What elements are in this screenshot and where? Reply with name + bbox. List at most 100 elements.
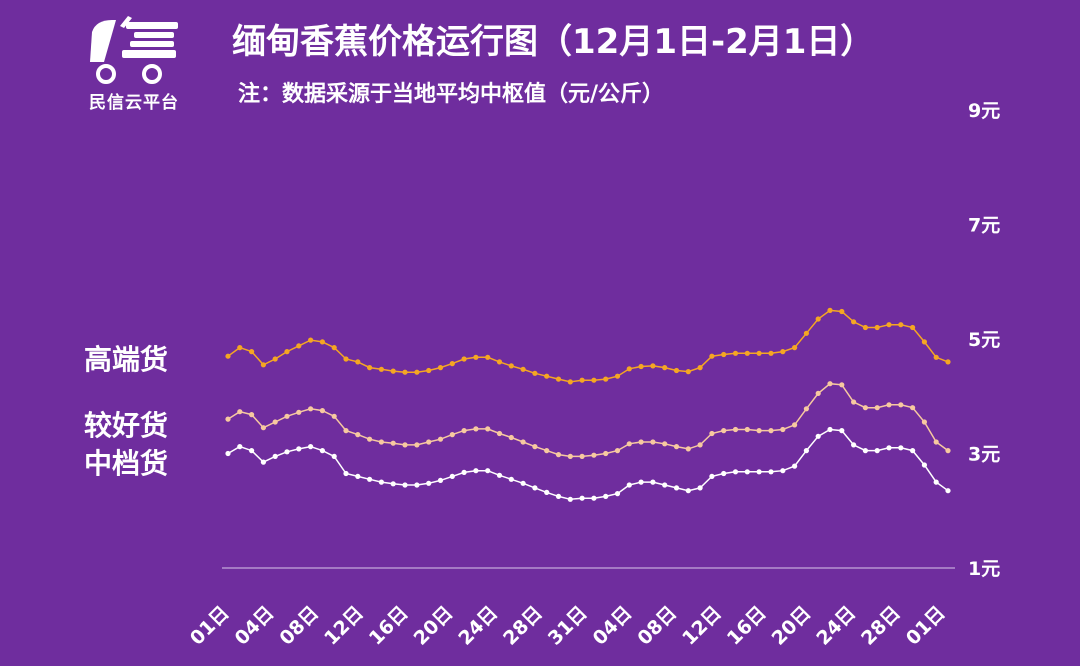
data-point: [532, 485, 538, 491]
data-point: [815, 316, 821, 322]
data-point: [426, 480, 432, 486]
data-point: [331, 453, 337, 459]
data-point: [296, 409, 302, 415]
data-point: [260, 459, 266, 465]
data-point: [839, 308, 845, 315]
data-point: [496, 472, 503, 478]
data-point: [862, 405, 869, 411]
data-point: [768, 428, 774, 434]
data-point: [933, 439, 939, 445]
data-point: [579, 377, 585, 383]
data-point: [520, 439, 526, 445]
data-point: [319, 408, 325, 414]
data-point: [390, 368, 396, 374]
data-point: [272, 356, 278, 362]
data-point: [921, 462, 928, 468]
data-point: [390, 440, 396, 446]
data-point: [449, 473, 455, 479]
data-point: [378, 366, 384, 372]
data-point: [685, 488, 691, 494]
x-tick-label: 01日: [902, 602, 950, 650]
series-line: [227, 382, 949, 458]
data-point: [803, 448, 810, 454]
data-point: [792, 345, 798, 351]
data-point: [485, 426, 491, 432]
data-point: [237, 345, 243, 351]
data-point: [331, 345, 337, 351]
data-point: [473, 468, 479, 474]
data-point: [803, 406, 810, 412]
x-tick-label: 20日: [768, 602, 816, 650]
data-point: [579, 495, 585, 501]
data-point: [591, 377, 597, 383]
data-point: [249, 412, 255, 418]
data-point: [603, 493, 609, 499]
data-point: [567, 453, 573, 459]
logo-text: 民信云平台: [89, 93, 179, 113]
data-point: [874, 448, 880, 454]
data-point: [898, 445, 904, 451]
data-point: [780, 426, 786, 433]
data-point: [260, 425, 266, 431]
data-point: [768, 469, 774, 475]
data-point: [768, 350, 774, 356]
data-point: [650, 479, 656, 485]
data-point: [614, 373, 621, 379]
data-point: [662, 482, 668, 488]
data-point: [910, 324, 916, 331]
data-point: [792, 422, 798, 428]
data-point: [367, 476, 373, 482]
data-point: [685, 369, 691, 375]
y-tick-label: 7元: [968, 215, 1000, 237]
data-point: [319, 339, 325, 345]
data-point: [662, 365, 668, 371]
data-point: [284, 349, 290, 355]
data-point: [638, 439, 644, 445]
data-point: [839, 382, 845, 388]
data-point: [343, 428, 349, 434]
data-point: [886, 322, 892, 328]
data-point: [886, 445, 892, 451]
data-point: [851, 399, 857, 405]
series-line: [227, 428, 949, 501]
data-point: [508, 434, 514, 441]
data-point: [638, 479, 644, 485]
data-point: [851, 319, 857, 325]
y-tick-label: 5元: [968, 329, 1000, 351]
data-point: [933, 479, 939, 485]
data-point: [945, 488, 951, 494]
data-point: [709, 430, 715, 437]
data-point: [780, 349, 786, 355]
data-point: [921, 339, 928, 345]
data-point: [544, 373, 550, 379]
data-point: [603, 450, 609, 457]
data-point: [815, 390, 821, 396]
data-point: [378, 479, 384, 485]
x-tick-label: 28日: [499, 602, 547, 650]
data-point: [319, 448, 325, 454]
data-point: [921, 419, 928, 425]
data-point: [697, 442, 703, 448]
data-point: [544, 448, 550, 454]
data-point: [272, 419, 278, 425]
data-point: [496, 359, 503, 365]
data-point: [673, 367, 680, 374]
data-point: [626, 482, 632, 488]
data-point: [744, 426, 750, 433]
data-point: [591, 452, 597, 458]
data-point: [331, 413, 337, 419]
data-point: [520, 366, 526, 372]
data-point: [792, 463, 798, 469]
data-point: [567, 379, 573, 385]
data-point: [237, 409, 243, 415]
data-point: [756, 350, 762, 356]
data-point: [874, 405, 880, 411]
data-point: [461, 469, 467, 475]
data-point: [614, 448, 621, 454]
data-point: [402, 482, 408, 488]
data-point: [721, 351, 727, 358]
data-point: [827, 426, 833, 433]
data-point: [626, 366, 632, 372]
data-point: [721, 470, 727, 477]
